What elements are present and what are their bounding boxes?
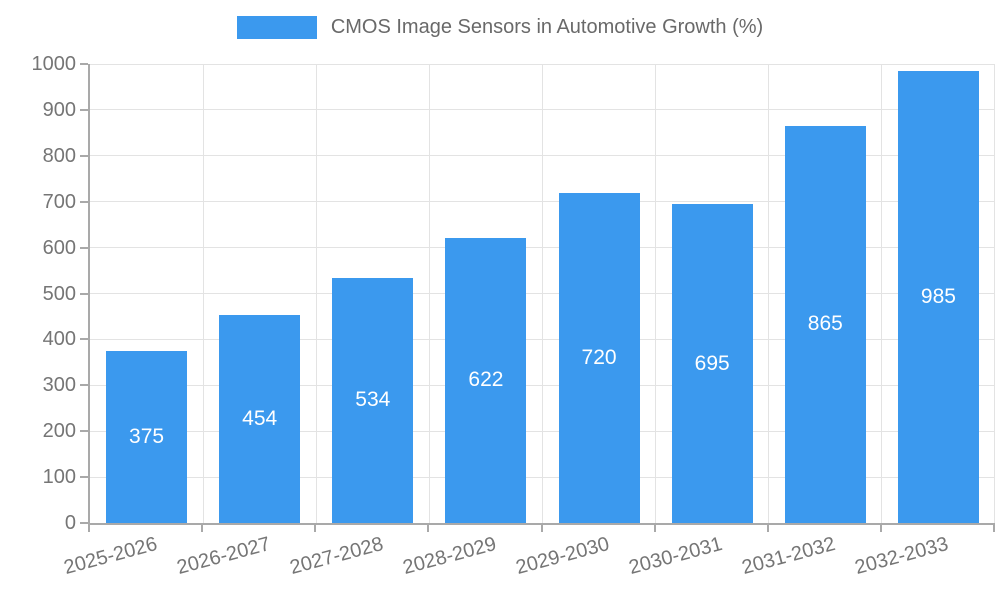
bar-value-label: 865 [807, 312, 843, 336]
x-tick-mark [879, 525, 882, 532]
x-axis-tick-label: 2031-2032 [739, 533, 839, 580]
y-axis-tick-label: 100 [42, 466, 76, 489]
x-tick-mark [653, 525, 656, 532]
bar: 985 [897, 70, 979, 523]
legend-swatch-icon [236, 16, 317, 39]
x-axis-tick-label: 2030-2031 [626, 533, 725, 580]
y-axis-tick-label: 0 [64, 512, 76, 534]
bar: 375 [106, 350, 188, 523]
x-axis-tick-label: 2029-2030 [513, 533, 612, 580]
y-axis-tick-label: 200 [42, 420, 76, 443]
y-axis-tick-label: 800 [42, 144, 76, 167]
y-tick-mark [80, 384, 88, 387]
bar: 534 [332, 277, 414, 523]
x-tick-mark [314, 525, 317, 532]
y-axis-tick-label: 400 [42, 328, 76, 351]
x-tick-mark [993, 525, 995, 532]
bar: 454 [219, 314, 301, 523]
x-gridline [655, 64, 657, 523]
y-axis-tick-label: 1000 [31, 53, 77, 75]
x-gridline [542, 64, 543, 523]
x-gridline [768, 64, 770, 523]
y-axis-tick-label: 600 [42, 236, 76, 259]
bar-value-label: 622 [468, 368, 504, 392]
x-tick-mark [88, 525, 90, 532]
y-tick-mark [80, 430, 88, 433]
bar: 865 [784, 125, 866, 523]
x-gridline [993, 64, 995, 523]
plot-area: 0 100 200 300 400 500 600 700 800 900 1000 375 2025-… [32, 53, 995, 579]
x-tick-mark [766, 525, 769, 532]
y-tick-mark [80, 292, 88, 295]
x-gridline [202, 64, 204, 523]
x-gridline [315, 64, 317, 523]
y-tick-mark [80, 63, 88, 65]
chart-legend[interactable]: CMOS Image Sensors in Automotive Growth … [0, 16, 1000, 39]
bar: 720 [558, 192, 640, 523]
y-tick-mark [80, 154, 88, 157]
y-axis-tick-label: 500 [42, 282, 76, 305]
y-tick-mark [80, 338, 88, 341]
y-tick-mark [80, 246, 88, 249]
bar-value-label: 454 [242, 406, 278, 430]
x-tick-mark [427, 525, 430, 532]
bar-value-label: 985 [920, 284, 956, 308]
x-tick-mark [201, 525, 204, 532]
y-axis-tick-label: 900 [42, 98, 76, 121]
bar: 622 [445, 237, 527, 523]
y-axis-tick-label: 700 [42, 190, 76, 213]
y-tick-mark [80, 522, 88, 524]
bar-value-label: 375 [129, 424, 165, 448]
x-axis-tick-label: 2028-2029 [400, 533, 499, 580]
x-axis-tick-label: 2026-2027 [174, 533, 273, 580]
bar-value-label: 695 [694, 351, 730, 375]
x-gridline [881, 64, 883, 523]
x-axis-tick-label: 2025-2026 [61, 533, 160, 580]
bar: 695 [671, 204, 753, 523]
x-axis-tick-label: 2027-2028 [287, 533, 386, 580]
y-tick-mark [80, 476, 88, 479]
bar-value-label: 534 [355, 388, 391, 412]
y-axis-tick-label: 300 [42, 374, 76, 397]
legend-label: CMOS Image Sensors in Automotive Growth … [330, 16, 764, 38]
x-gridline [428, 64, 430, 523]
bar-value-label: 720 [581, 345, 617, 369]
y-tick-mark [80, 108, 88, 111]
y-tick-mark [80, 200, 88, 203]
x-axis-tick-label: 2032-2033 [853, 533, 952, 580]
x-tick-mark [540, 525, 543, 532]
